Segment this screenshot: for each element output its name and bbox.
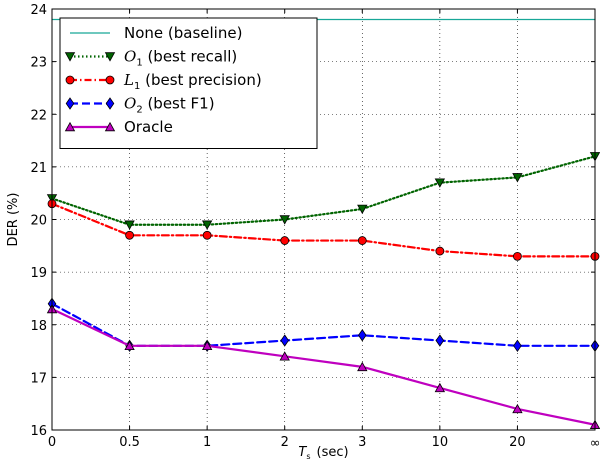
data-point: [435, 246, 445, 256]
data-point: [279, 215, 290, 225]
x-axis-label-main: T: [298, 445, 307, 460]
data-point: [124, 340, 135, 351]
legend-marker: [105, 97, 115, 110]
x-tick-label: 3: [358, 435, 366, 450]
legend-entry: L1 (best precision): [65, 71, 262, 92]
y-tick-label: 19: [30, 266, 47, 281]
data-point: [124, 220, 135, 230]
y-tick-label: 24: [30, 3, 47, 18]
data-point: [279, 351, 290, 361]
series-4: [46, 303, 600, 429]
legend-marker: [64, 52, 76, 62]
data-point: [435, 334, 445, 347]
x-tick-label: 0.5: [119, 435, 140, 450]
legend: None (baseline) O1 (best recall)L1 (best …: [59, 17, 318, 149]
data-point: [202, 230, 212, 240]
legend-marker: [64, 121, 76, 132]
data-point: [434, 178, 446, 188]
y-tick-label: 23: [30, 56, 47, 71]
y-tick-label: 17: [30, 371, 47, 386]
legend-marker: [105, 75, 115, 85]
y-axis-label: DER (%): [6, 193, 21, 247]
legend-entry: O2 (best F1): [65, 95, 215, 116]
legend-entry: None (baseline): [70, 24, 242, 42]
series-line: [50, 202, 597, 258]
legend-label: L1 (best precision): [123, 71, 262, 92]
x-axis-label-sub: s: [306, 452, 310, 461]
y-tick-label: 20: [30, 214, 47, 229]
data-point: [280, 236, 290, 245]
series-layer: [46, 18, 600, 429]
x-tick-label: 20: [509, 435, 526, 450]
series-2: [47, 199, 600, 261]
y-tick-label: 16: [30, 424, 47, 439]
legend-label: O1 (best recall): [124, 48, 237, 69]
x-tick-label: 1: [203, 435, 211, 450]
data-point: [280, 334, 290, 347]
y-tick-label: 21: [30, 161, 47, 176]
data-point: [434, 382, 446, 393]
x-axis-label: Ts (sec): [298, 445, 348, 461]
legend-marker: [65, 75, 75, 85]
data-point: [513, 339, 522, 353]
x-tick-label: 0: [48, 435, 56, 450]
data-point: [512, 173, 523, 183]
legend-label: None (baseline): [124, 24, 242, 42]
legend-marker: [104, 121, 116, 132]
y-tick-label: 22: [30, 108, 47, 123]
data-point: [357, 329, 367, 342]
data-point: [512, 403, 523, 414]
y-tick-label: 18: [30, 319, 47, 334]
legend-entry: Oracle: [64, 118, 173, 136]
x-axis-label-unit: (sec): [317, 445, 349, 460]
series-line: [50, 307, 597, 426]
data-point: [201, 220, 213, 230]
series-line: [50, 302, 597, 347]
data-point: [357, 236, 367, 245]
x-tick-label: 10: [432, 435, 449, 450]
x-tick-label: ∞: [590, 436, 600, 451]
data-point: [513, 251, 522, 261]
series-line: [50, 155, 597, 226]
data-point: [357, 204, 368, 215]
legend-marker: [65, 97, 75, 110]
grid: [51, 9, 596, 430]
data-point: [201, 340, 213, 351]
series-1: [46, 152, 600, 230]
data-point: [357, 361, 368, 372]
legend-marker: [104, 52, 116, 62]
x-tick-label: 2: [281, 435, 289, 450]
legend-label: O2 (best F1): [124, 95, 215, 116]
legend-entry: O1 (best recall): [64, 48, 237, 69]
legend-label: Oracle: [124, 118, 173, 136]
data-point: [125, 230, 134, 240]
